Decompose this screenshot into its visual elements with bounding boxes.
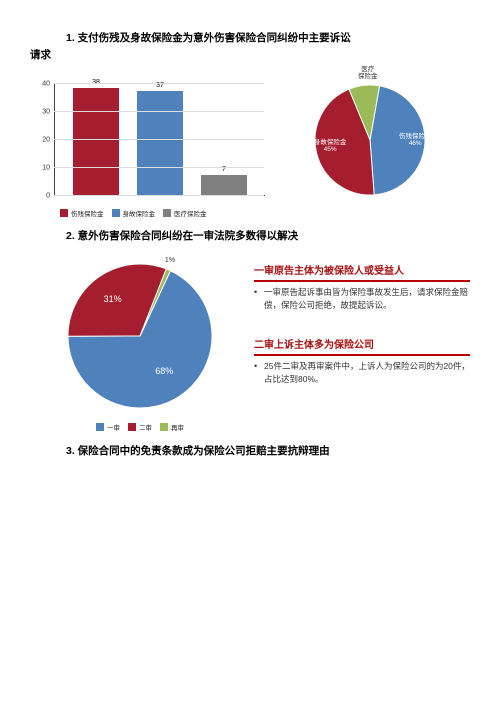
text-block-2: 二审上诉主体多为保险公司 25件二审及再审案件中，上诉人为保险公司的为20件，占…	[254, 336, 470, 386]
pie-slice-label: 伤残保险金46%	[399, 133, 432, 147]
bar-ytick: 20	[30, 136, 50, 143]
legend-swatch	[96, 423, 104, 431]
text-block-2-bullet: 25件二审及再审案件中，上诉人为保险公司的为20件，占比达到80%。	[254, 360, 470, 386]
text-block-1-title: 一审原告主体为被保险人或受益人	[254, 262, 470, 282]
legend-swatch	[163, 209, 171, 217]
section1-heading: 1. 支付伤残及身故保险金为意外伤害保险合同纠纷中主要诉讼 请求	[30, 30, 470, 64]
bar-chart-legend: 伤残保险金 身故保险金 医疗保险金	[60, 208, 207, 218]
text-block-2-title: 二审上诉主体多为保险公司	[254, 336, 470, 356]
bar: 7	[201, 175, 247, 195]
legend-swatch	[60, 209, 68, 217]
legend-item: 再审	[160, 422, 184, 432]
bar-gridline	[54, 195, 264, 196]
bar-ytick: 0	[30, 192, 50, 199]
text-block-1: 一审原告主体为被保险人或受益人 一审原告起诉事由皆为保险事故发生后，请求保险金赔…	[254, 262, 470, 312]
text-block-1-bullet: 一审原告起诉事由皆为保险事故发生后，请求保险金赔偿，保险公司拒绝，故提起诉讼。	[254, 286, 470, 312]
legend-item: 医疗保险金	[163, 208, 207, 218]
section1-heading-line2: 请求	[30, 47, 470, 64]
bar: 37	[137, 91, 183, 195]
legend-item: 一审	[96, 422, 120, 432]
legend-label: 医疗保险金	[174, 208, 207, 218]
pie-slice-pct: 31%	[104, 295, 122, 305]
bar-gridline	[54, 139, 264, 140]
legend-label: 二审	[139, 422, 152, 432]
bar-ytick: 30	[30, 108, 50, 115]
bar-gridline	[54, 111, 264, 112]
document-page: 1. 支付伤残及身故保险金为意外伤害保险合同纠纷中主要诉讼 请求 3837 7 伤…	[0, 0, 500, 708]
pie-chart-1: 伤残保险金46%身故保险金45%医疗保险金	[280, 70, 450, 220]
bar-ytick: 40	[30, 80, 50, 87]
bar: 38	[73, 88, 119, 194]
legend-item: 伤残保险金	[60, 208, 104, 218]
legend-label: 身故保险金	[123, 208, 156, 218]
legend-label: 一审	[107, 422, 120, 432]
pie-slice-pct: 1%	[165, 257, 175, 265]
bar-gridline	[54, 167, 264, 168]
section3-heading: 3. 保险合同中的免责条款成为保险公司拒赔主要抗辩理由	[30, 443, 470, 460]
section2-heading-text: 2. 意外伤害保险合同纠纷在一审法院多数得以解决	[66, 228, 470, 245]
bar-ytick: 10	[30, 164, 50, 171]
section2-heading: 2. 意外伤害保险合同纠纷在一审法院多数得以解决	[30, 228, 470, 245]
section2-text: 一审原告主体为被保险人或受益人 一审原告起诉事由皆为保险事故发生后，请求保险金赔…	[250, 250, 470, 433]
legend-item: 身故保险金	[112, 208, 156, 218]
legend-swatch	[160, 423, 168, 431]
bar-chart: 3837 7 伤残保险金 身故保险金 医疗保险金 0 10 20 30 40	[30, 70, 280, 220]
legend-swatch	[128, 423, 136, 431]
pie-chart-2: 68% 31% 1% 一审 二审 再审	[30, 250, 250, 433]
bar-gridline	[54, 83, 264, 84]
pie-slice-label: 身故保险金45%	[314, 139, 347, 153]
legend-item: 二审	[128, 422, 152, 432]
legend-label: 伤残保险金	[71, 208, 104, 218]
section3-heading-text: 3. 保险合同中的免责条款成为保险公司拒赔主要抗辩理由	[66, 443, 470, 460]
section1-charts: 3837 7 伤残保险金 身故保险金 医疗保险金 0 10 20 30 40 伤残保险金46%…	[30, 70, 470, 220]
pie-slice-pct: 68%	[155, 367, 173, 377]
section2-content: 68% 31% 1% 一审 二审 再审 一审原告主体为被保险人或受益人 一审原告起诉事由…	[30, 250, 470, 433]
legend-swatch	[112, 209, 120, 217]
legend-label: 再审	[171, 422, 184, 432]
section1-heading-line1: 1. 支付伤残及身故保险金为意外伤害保险合同纠纷中主要诉讼	[66, 30, 470, 47]
pie-slice-label: 医疗保险金	[358, 66, 378, 80]
pie-chart-2-legend: 一审 二审 再审	[30, 422, 250, 433]
